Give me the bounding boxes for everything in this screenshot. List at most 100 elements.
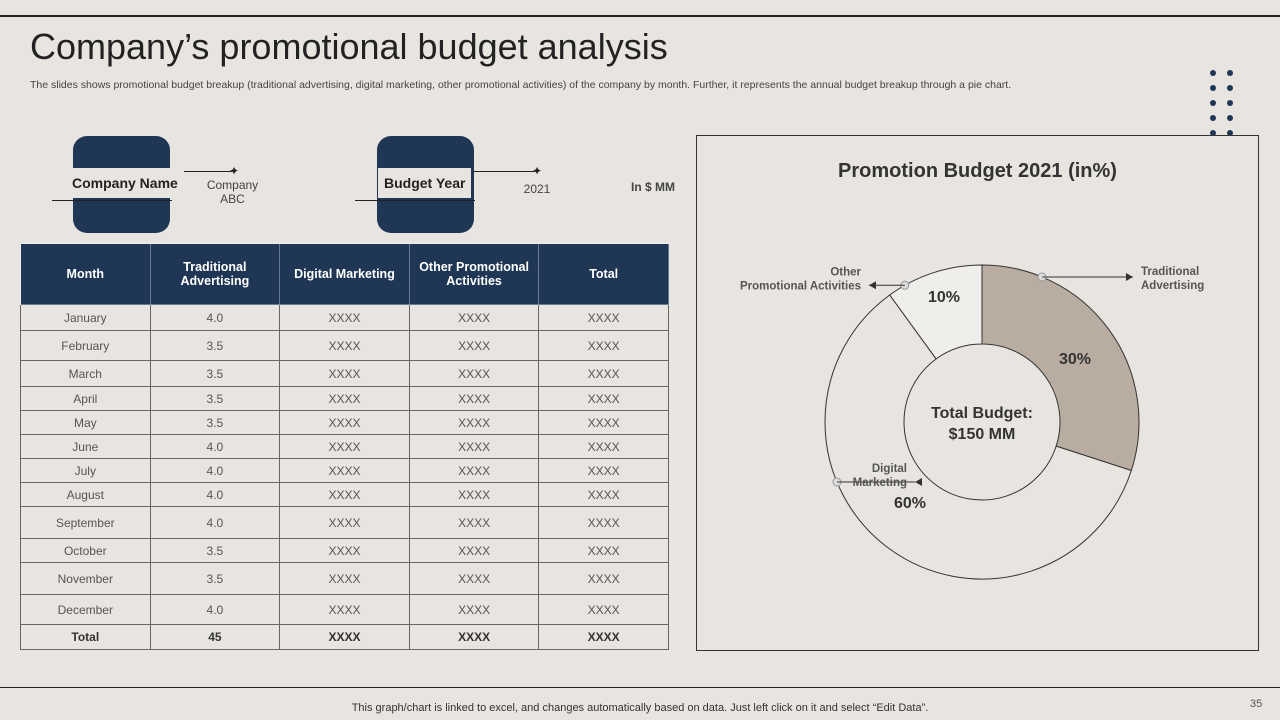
callout-label: Promotional Activities	[740, 280, 861, 292]
cell-digital: XXXX	[279, 506, 410, 539]
callout-arrow-icon	[915, 478, 922, 487]
year-underline	[355, 200, 475, 201]
total-cell-month: Total	[20, 624, 151, 650]
cell-digital: XXXX	[279, 482, 410, 507]
cell-total: XXXX	[538, 330, 669, 361]
company-connector	[170, 171, 232, 172]
callout-label: Digital	[872, 463, 907, 475]
company-underline	[52, 200, 172, 201]
center-label-title: Total Budget:	[931, 405, 1033, 422]
cell-other: XXXX	[408, 360, 540, 387]
cell-total: XXXX	[538, 304, 669, 331]
cell-other: XXXX	[408, 594, 540, 625]
cell-total: XXXX	[538, 386, 669, 411]
cell-month: March	[20, 360, 151, 387]
dot	[1227, 115, 1233, 121]
chart-panel: Promotion Budget 2021 (in%) 30% 60% 10% Tra…	[696, 135, 1259, 651]
page-number: 35	[1250, 698, 1263, 710]
pie-slice-traditional-advertising	[981, 264, 1140, 472]
table-row: June 4.0 XXXX XXXX XXXX	[20, 434, 669, 459]
cell-other: XXXX	[408, 434, 540, 459]
cell-month: December	[20, 594, 151, 625]
cell-digital: XXXX	[279, 304, 410, 331]
budget-year-label: Budget Year	[378, 168, 472, 198]
header-digital: Digital Marketing	[279, 243, 410, 305]
cell-other: XXXX	[408, 538, 540, 563]
cell-other: XXXX	[408, 506, 540, 539]
table-row: July 4.0 XXXX XXXX XXXX	[20, 458, 669, 483]
cell-month: June	[20, 434, 151, 459]
pie-percent-label: 60%	[894, 495, 926, 512]
callout-arrow-icon	[1126, 272, 1133, 281]
cell-digital: XXXX	[279, 360, 410, 387]
bottom-rule	[0, 687, 1280, 688]
header-total: Total	[538, 243, 669, 305]
cell-traditional: 4.0	[149, 482, 281, 507]
cell-traditional: 4.0	[149, 594, 281, 625]
cell-month: November	[20, 562, 151, 595]
dot	[1227, 85, 1233, 91]
cell-month: February	[20, 330, 151, 361]
callout-label: Advertising	[1141, 280, 1204, 292]
table-row: August 4.0 XXXX XXXX XXXX	[20, 482, 669, 507]
cell-digital: XXXX	[279, 330, 410, 361]
dot	[1210, 85, 1216, 91]
cell-other: XXXX	[408, 458, 540, 483]
table-row: November 3.5 XXXX XXXX XXXX	[20, 562, 669, 595]
cell-digital: XXXX	[279, 386, 410, 411]
dot	[1210, 115, 1216, 121]
table-row: March 3.5 XXXX XXXX XXXX	[20, 360, 669, 387]
cell-total: XXXX	[538, 360, 669, 387]
cell-month: August	[20, 482, 151, 507]
pie-chart: 30% 60% 10% Traditional Advertising Digital Ma…	[740, 264, 1204, 580]
table-row: February 3.5 XXXX XXXX XXXX	[20, 330, 669, 361]
cell-traditional: 3.5	[149, 330, 281, 361]
company-label: Company Name	[66, 168, 184, 198]
cell-total: XXXX	[538, 506, 669, 539]
dot	[1210, 70, 1216, 76]
callout-label: Marketing	[853, 477, 907, 489]
cell-traditional: 4.0	[149, 434, 281, 459]
cell-traditional: 3.5	[149, 410, 281, 435]
pie-percent-label: 10%	[928, 289, 960, 306]
dot	[1210, 130, 1216, 136]
header-other: Other Promotional Activities	[408, 243, 540, 305]
cell-traditional: 3.5	[149, 562, 281, 595]
callout-label: Other	[830, 266, 861, 278]
budget-table: Month Traditional Advertising Digital Ma…	[20, 243, 669, 650]
cell-digital: XXXX	[279, 594, 410, 625]
cell-traditional: 3.5	[149, 538, 281, 563]
table-row: January 4.0 XXXX XXXX XXXX	[20, 304, 669, 331]
pie-percent-label: 30%	[1059, 351, 1091, 368]
pie-slice-digital-marketing	[824, 294, 1132, 580]
cell-traditional: 4.0	[149, 506, 281, 539]
dot	[1227, 130, 1233, 136]
footer-note: This graph/chart is linked to excel, and…	[351, 702, 929, 714]
center-label-value: $150 MM	[949, 426, 1016, 443]
cell-other: XXXX	[408, 304, 540, 331]
cell-total: XXXX	[538, 410, 669, 435]
callout-label: Traditional	[1141, 266, 1199, 278]
table-row: April 3.5 XXXX XXXX XXXX	[20, 386, 669, 411]
top-rule	[0, 15, 1280, 17]
sparkle-icon: ✦	[532, 164, 543, 178]
cell-total: XXXX	[538, 458, 669, 483]
cell-month: May	[20, 410, 151, 435]
total-cell-digital: XXXX	[279, 624, 410, 650]
cell-traditional: 3.5	[149, 360, 281, 387]
decorative-dots	[1210, 70, 1244, 136]
sparkle-icon: ✦	[229, 164, 240, 178]
page-subtitle: The slides shows promotional budget brea…	[30, 79, 1012, 91]
budget-year-value: 2021	[523, 182, 551, 196]
callout-arrow-icon	[869, 281, 876, 290]
cell-digital: XXXX	[279, 562, 410, 595]
header-month: Month	[20, 243, 151, 305]
cell-digital: XXXX	[279, 434, 410, 459]
cell-other: XXXX	[408, 482, 540, 507]
cell-digital: XXXX	[279, 458, 410, 483]
cell-digital: XXXX	[279, 538, 410, 563]
cell-total: XXXX	[538, 562, 669, 595]
chart-title: Promotion Budget 2021 (in%)	[838, 160, 1117, 182]
total-cell-other: XXXX	[408, 624, 540, 650]
cell-traditional: 3.5	[149, 386, 281, 411]
